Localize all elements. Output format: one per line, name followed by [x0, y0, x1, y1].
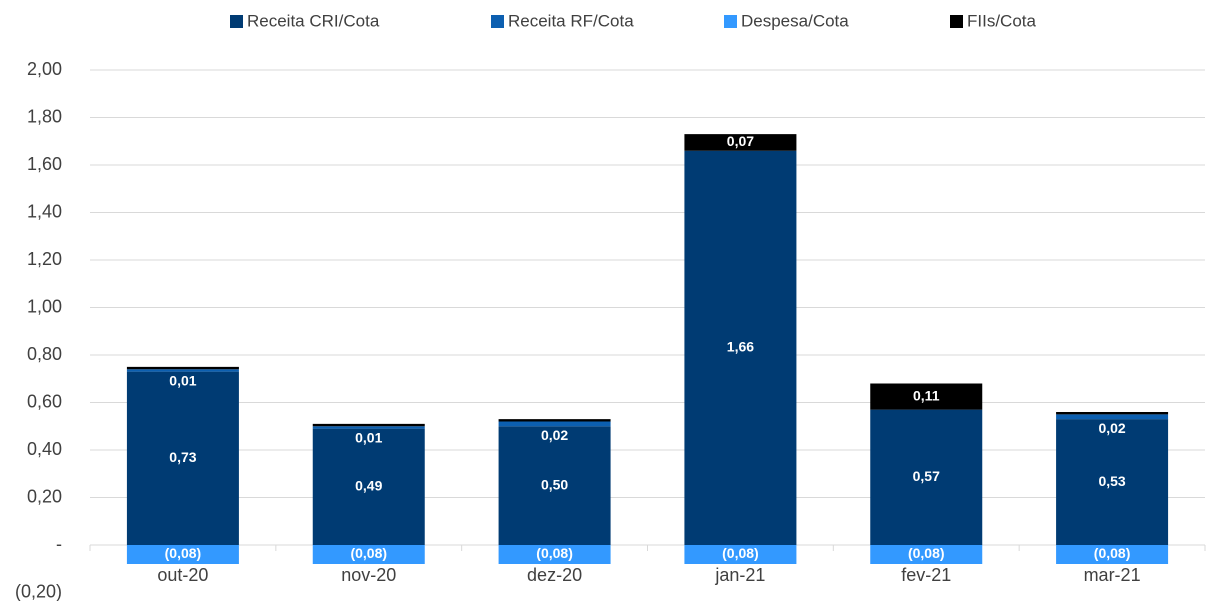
value-label: (0,08) [165, 545, 202, 561]
bar [498, 421, 611, 427]
legend-label: Despesa/Cota [741, 11, 849, 30]
x-tick-label: out-20 [157, 565, 208, 585]
value-label: 1,66 [727, 339, 754, 355]
bar [1056, 414, 1169, 420]
legend-swatch [491, 15, 504, 28]
value-label: 0,57 [913, 468, 940, 484]
value-label: 0,49 [355, 478, 382, 494]
value-label: (0,08) [536, 545, 573, 561]
value-label: 0,01 [355, 429, 382, 445]
y-tick-label: 1,20 [27, 249, 62, 269]
bar [312, 426, 425, 429]
y-tick-label: 0,80 [27, 344, 62, 364]
x-tick-label: nov-20 [341, 565, 396, 585]
bar [126, 369, 239, 372]
legend-swatch [724, 15, 737, 28]
value-label: (0,08) [350, 545, 387, 561]
bar [126, 545, 239, 564]
value-label: (0,08) [722, 545, 759, 561]
y-tick-label: (0,20) [15, 581, 62, 601]
bar [870, 545, 983, 564]
bar [1056, 419, 1169, 545]
value-label: (0,08) [908, 545, 945, 561]
bar [498, 545, 611, 564]
x-tick-label: mar-21 [1084, 565, 1141, 585]
bar [312, 545, 425, 564]
value-label: 0,01 [169, 372, 196, 388]
y-tick-label: 2,00 [27, 59, 62, 79]
x-tick-label: fev-21 [901, 565, 951, 585]
bar [684, 545, 797, 564]
legend-label: Receita RF/Cota [508, 11, 634, 30]
y-tick-label: - [56, 534, 62, 554]
x-tick-label: dez-20 [527, 565, 582, 585]
bar [870, 409, 983, 545]
bar [870, 383, 983, 410]
y-tick-label: 1,40 [27, 201, 62, 221]
bar [312, 428, 425, 545]
legend-label: Receita CRI/Cota [247, 11, 380, 30]
value-label: 0,73 [169, 449, 196, 465]
value-label: 0,50 [541, 476, 568, 492]
value-label: 0,07 [727, 133, 754, 149]
legend-swatch [230, 15, 243, 28]
y-tick-label: 1,00 [27, 296, 62, 316]
legend-label: FIIs/Cota [967, 11, 1037, 30]
bar [498, 419, 611, 422]
value-label: 0,11 [913, 387, 940, 403]
y-tick-label: 1,80 [27, 106, 62, 126]
bar [684, 150, 797, 545]
bar [126, 371, 239, 545]
value-label: 0,02 [541, 427, 568, 443]
bar [684, 134, 797, 151]
y-tick-label: 0,20 [27, 486, 62, 506]
bar [312, 423, 425, 427]
y-tick-label: 0,60 [27, 391, 62, 411]
bar [126, 366, 239, 370]
value-label: 0,02 [1098, 420, 1125, 436]
value-label: (0,08) [1094, 545, 1131, 561]
value-label: 0,53 [1098, 473, 1125, 489]
y-tick-label: 1,60 [27, 154, 62, 174]
bar [498, 426, 611, 545]
bar [1056, 545, 1169, 564]
bar [1056, 412, 1169, 415]
legend-swatch [950, 15, 963, 28]
x-tick-label: jan-21 [714, 565, 765, 585]
y-tick-label: 0,40 [27, 439, 62, 459]
